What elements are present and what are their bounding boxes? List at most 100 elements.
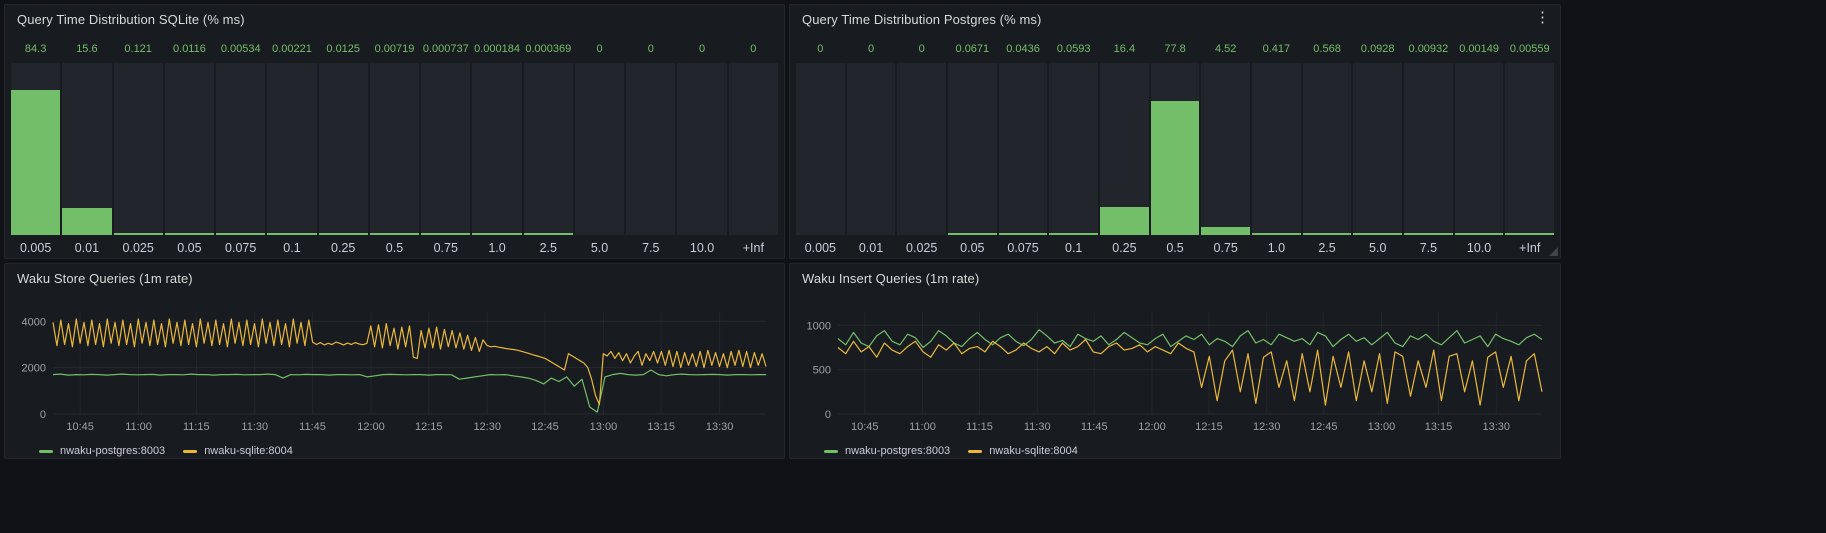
histogram-bucket: 0.000184 1.0 xyxy=(472,43,522,257)
bucket-label: 0.025 xyxy=(122,241,154,255)
bucket-fill xyxy=(998,233,1048,235)
bucket-fill xyxy=(523,233,573,235)
panel-header[interactable]: Waku Insert Queries (1m rate) xyxy=(790,264,1560,292)
bucket-bar xyxy=(523,63,573,235)
panel-title[interactable]: Waku Insert Queries (1m rate) xyxy=(802,270,980,286)
bucket-label: 7.5 xyxy=(642,241,660,255)
bucket-label: 0.25 xyxy=(331,241,356,255)
bucket-label: 10.0 xyxy=(1466,241,1492,255)
bucket-bar xyxy=(846,63,896,235)
bucket-bar xyxy=(948,63,997,235)
histogram-bucket: 0.121 0.025 xyxy=(113,43,163,257)
bucket-label: 0.05 xyxy=(177,241,202,255)
bucket-fill xyxy=(1302,233,1352,235)
panel-header[interactable]: Query Time Distribution SQLite (% ms) xyxy=(5,5,784,33)
bucket-label: 0.005 xyxy=(804,241,836,255)
bucket-label: +Inf xyxy=(1519,241,1541,255)
histogram-bucket: 84.3 0.005 xyxy=(11,43,61,257)
x-axis-tick-label: 11:00 xyxy=(909,421,936,433)
bucket-value-label: 0.0928 xyxy=(1360,43,1395,55)
x-axis-tick-label: 12:00 xyxy=(357,421,385,433)
series-line-nwaku-postgres-8003 xyxy=(837,329,1543,349)
y-axis-tick-label: 0 xyxy=(40,409,46,421)
bucket-label: 10.0 xyxy=(689,241,715,255)
store-queries-chart[interactable]: 0 2000 4000 10:45 11:00 11:15 11:30 11:45 12:00 1… xyxy=(13,306,776,436)
panel-header[interactable]: Query Time Distribution Postgres (% ms) … xyxy=(790,5,1560,33)
bucket-value-label: 0 xyxy=(647,43,654,55)
series-color-swatch xyxy=(968,449,983,453)
bucket-value-label: 0.000737 xyxy=(422,43,469,55)
histogram-bucket: 0.00719 0.5 xyxy=(369,43,420,257)
bucket-fill xyxy=(1100,206,1149,235)
bucket-label: 0.025 xyxy=(906,241,938,255)
bucket-bar xyxy=(472,63,522,235)
y-axis-tick-label: 4000 xyxy=(22,316,46,328)
legend-item-nwaku-sqlite[interactable]: nwaku-sqlite:8004 xyxy=(183,445,293,457)
x-axis-tick-label: 11:45 xyxy=(299,421,326,433)
bucket-label: 0.1 xyxy=(1065,241,1083,255)
panel-waku-store-queries: Waku Store Queries (1m rate) 0 2000 4000 10… xyxy=(4,263,785,459)
bucket-fill xyxy=(318,233,368,235)
bucket-label: 0.1 xyxy=(283,241,301,255)
histogram-bucket: 0.000369 2.5 xyxy=(523,43,573,257)
series-line-nwaku-sqlite-8004 xyxy=(52,318,767,406)
bucket-bar xyxy=(1454,63,1504,235)
bucket-bar xyxy=(1252,63,1301,235)
x-axis-tick-label: 12:00 xyxy=(1138,421,1166,433)
bucket-fill xyxy=(1252,233,1301,235)
chart-legend: nwaku-postgres:8003 nwaku-sqlite:8004 xyxy=(798,445,1552,457)
bucket-value-label: 77.8 xyxy=(1164,43,1186,55)
y-axis-tick-label: 500 xyxy=(813,365,831,377)
panel-header[interactable]: Waku Store Queries (1m rate) xyxy=(5,264,784,292)
histogram-bucket: 0.000737 0.75 xyxy=(421,43,471,257)
x-axis-tick-label: 12:30 xyxy=(1253,421,1281,433)
bucket-value-label: 0 xyxy=(867,43,875,55)
panel-title[interactable]: Query Time Distribution Postgres (% ms) xyxy=(802,11,1042,27)
panel-resize-handle[interactable] xyxy=(1549,247,1558,256)
legend-item-nwaku-postgres[interactable]: nwaku-postgres:8003 xyxy=(824,445,950,457)
panel-title[interactable]: Query Time Distribution SQLite (% ms) xyxy=(17,11,245,27)
series-color-swatch xyxy=(183,449,198,453)
x-axis-tick-label: 13:00 xyxy=(1368,421,1396,433)
bucket-bar xyxy=(164,63,215,235)
bucket-value-label: 0.417 xyxy=(1262,43,1291,55)
x-axis-tick-label: 11:45 xyxy=(1081,421,1108,433)
bucket-label: 0.075 xyxy=(1007,241,1039,255)
x-axis-tick-label: 11:00 xyxy=(125,421,152,433)
postgres-histogram: 0 0.005 0 0.01 0 0.025 0.0671 0.05 0.0436 0.075 0.… xyxy=(790,43,1560,257)
bucket-label: 0.5 xyxy=(1166,241,1184,255)
bucket-bar xyxy=(677,63,727,235)
x-axis-tick-label: 10:45 xyxy=(66,421,94,433)
histogram-bucket: 0.0671 0.05 xyxy=(948,43,997,257)
bucket-bar xyxy=(1150,63,1200,235)
x-axis-tick-label: 10:45 xyxy=(851,421,879,433)
series-line-nwaku-sqlite-8004 xyxy=(837,338,1543,406)
bucket-value-label: 0.000184 xyxy=(474,43,520,55)
bucket-value-label: 0.00149 xyxy=(1459,43,1499,55)
bucket-value-label: 0.00559 xyxy=(1509,43,1550,55)
insert-queries-chart[interactable]: 0 500 1000 10:45 11:00 11:15 11:30 11:45 12:00 12… xyxy=(798,306,1552,436)
panel-menu-icon[interactable]: ⋮ xyxy=(1535,9,1550,26)
bucket-value-label: 0 xyxy=(699,43,706,55)
x-axis-tick-label: 12:45 xyxy=(531,421,559,433)
bucket-label: 0.25 xyxy=(1112,241,1137,255)
histogram-bucket: 4.52 0.75 xyxy=(1201,43,1251,257)
histogram-bucket: 0.0116 0.05 xyxy=(164,43,215,257)
bucket-value-label: 0.0436 xyxy=(1006,43,1040,55)
bucket-bar xyxy=(216,63,266,235)
panel-waku-insert-queries: Waku Insert Queries (1m rate) 0 500 1000 10… xyxy=(789,263,1561,459)
legend-item-nwaku-postgres[interactable]: nwaku-postgres:8003 xyxy=(39,445,165,457)
bucket-value-label: 0.00534 xyxy=(220,43,261,55)
histogram-bucket: 0.0593 0.1 xyxy=(1049,43,1099,257)
bucket-value-label: 15.6 xyxy=(76,43,98,55)
bucket-bar xyxy=(1404,63,1453,235)
bucket-bar xyxy=(897,63,947,235)
bucket-value-label: 0.0671 xyxy=(955,43,990,55)
bucket-bar xyxy=(421,63,471,235)
legend-item-nwaku-sqlite[interactable]: nwaku-sqlite:8004 xyxy=(968,445,1078,457)
bucket-bar xyxy=(267,63,317,235)
bucket-bar xyxy=(62,63,112,235)
panel-title[interactable]: Waku Store Queries (1m rate) xyxy=(17,270,193,286)
x-axis-tick-label: 11:30 xyxy=(1024,421,1051,433)
x-axis-tick-label: 13:30 xyxy=(706,421,734,433)
